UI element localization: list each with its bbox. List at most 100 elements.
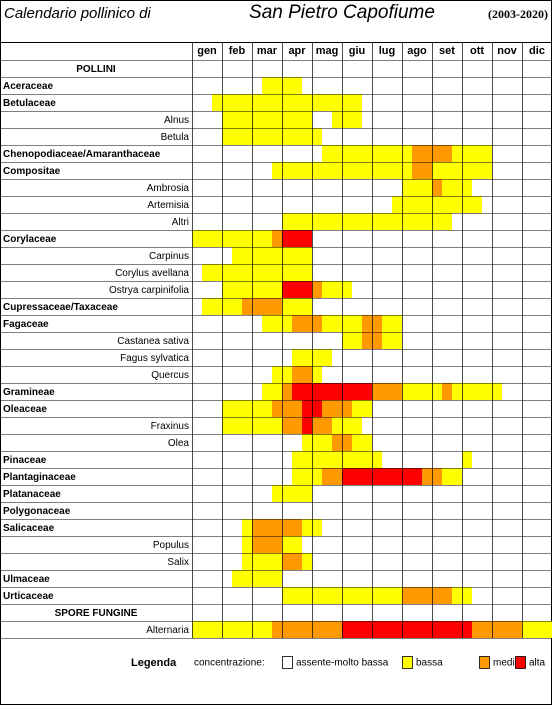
- family-label: Salicaceae: [3, 523, 55, 534]
- family-label: Cupressaceae/Taxaceae: [3, 302, 118, 313]
- legend-label: alta: [529, 658, 546, 669]
- family-label: Chenopodiaceae/Amaranthaceae: [3, 149, 161, 160]
- pollen-cell: [412, 145, 452, 162]
- species-label: Alternaria: [146, 625, 189, 636]
- family-label: Compositae: [3, 166, 61, 177]
- family-label: Fagaceae: [3, 319, 49, 330]
- pollen-cell: [282, 281, 312, 298]
- species-label: Quercus: [151, 370, 189, 381]
- pollen-cell: [342, 621, 472, 638]
- month-label: nov: [497, 45, 517, 57]
- pollen-cell: [292, 366, 312, 383]
- pollen-cell: [202, 298, 242, 315]
- species-label: Ostrya carpinifolia: [109, 285, 189, 296]
- month-label: gen: [197, 45, 217, 57]
- month-label: apr: [288, 45, 306, 57]
- pollen-cell: [292, 383, 372, 400]
- pollen-cell: [402, 383, 442, 400]
- pollen-cell: [332, 111, 362, 128]
- pollen-cell: [342, 332, 362, 349]
- family-label: Betulaceae: [3, 98, 56, 109]
- pollen-cell: [312, 281, 322, 298]
- pollen-cell: [272, 366, 292, 383]
- legend-swatch: [479, 656, 490, 669]
- month-label: set: [439, 45, 455, 57]
- pollen-cell: [262, 77, 302, 94]
- pollen-cell: [242, 536, 252, 553]
- pollen-cell: [322, 145, 412, 162]
- pollen-cell: [272, 400, 302, 417]
- pollen-cell: [352, 400, 372, 417]
- pollen-cell: [372, 383, 402, 400]
- pollen-cell: [452, 587, 472, 604]
- pollen-cell: [342, 468, 422, 485]
- pollen-cell: [472, 621, 522, 638]
- pollen-cell: [282, 298, 312, 315]
- species-label: Olea: [168, 438, 190, 449]
- pollen-cell: [262, 315, 292, 332]
- legend-swatch: [282, 656, 293, 669]
- month-label: mar: [257, 45, 278, 57]
- legend-label: media: [493, 658, 521, 669]
- pollen-cell: [222, 281, 282, 298]
- pollen-cell: [282, 587, 402, 604]
- family-label: Urticaceae: [3, 591, 54, 602]
- pollen-cell: [302, 417, 312, 434]
- legend-title: Legenda: [131, 657, 177, 669]
- month-label: giu: [349, 45, 366, 57]
- species-label: Castanea sativa: [117, 336, 189, 347]
- pollen-cell: [302, 553, 312, 570]
- pollen-cell: [362, 315, 382, 332]
- species-label: Corylus avellana: [115, 268, 189, 279]
- legend-label: assente-molto bassa: [296, 658, 389, 669]
- pollen-cell: [352, 434, 372, 451]
- pollen-cell: [292, 349, 332, 366]
- species-label: Carpinus: [149, 251, 189, 262]
- pollen-cell: [432, 162, 492, 179]
- species-label: Alnus: [164, 115, 189, 126]
- family-label: Platanaceae: [3, 489, 61, 500]
- pollen-cell: [392, 196, 482, 213]
- pollen-cell: [242, 553, 282, 570]
- pollen-cell: [272, 621, 342, 638]
- pollen-cell: [362, 332, 382, 349]
- month-label: ago: [407, 45, 427, 57]
- month-label: lug: [379, 45, 396, 57]
- pollen-cell: [252, 519, 302, 536]
- section-label: SPORE FUNGINE: [55, 608, 138, 619]
- pollen-cell: [422, 468, 442, 485]
- section-label: POLLINI: [76, 64, 116, 75]
- pollen-cell: [332, 434, 352, 451]
- month-label: mag: [316, 45, 339, 57]
- month-label: ott: [470, 45, 484, 57]
- species-label: Altri: [172, 217, 189, 228]
- pollen-cell: [322, 468, 342, 485]
- pollen-cell: [232, 247, 312, 264]
- pollen-cell: [282, 383, 292, 400]
- pollen-cell: [322, 281, 352, 298]
- pollen-cell: [302, 400, 322, 417]
- pollen-cell: [302, 434, 332, 451]
- pollen-cell: [302, 519, 322, 536]
- species-label: Betula: [161, 132, 190, 143]
- family-label: Pinaceae: [3, 455, 47, 466]
- pollen-cell: [222, 128, 322, 145]
- pollen-cell: [242, 298, 282, 315]
- period: (2003-2020): [488, 7, 548, 21]
- pollen-cell: [452, 145, 492, 162]
- pollen-cell: [322, 400, 352, 417]
- species-label: Salix: [167, 557, 189, 568]
- pollen-cell: [292, 468, 322, 485]
- pollen-cell: [212, 94, 362, 111]
- pollen-cell: [382, 332, 402, 349]
- pollen-cell: [282, 213, 452, 230]
- pollen-cell: [412, 162, 432, 179]
- pollen-cell: [442, 383, 452, 400]
- family-label: Gramineae: [3, 387, 55, 398]
- family-label: Oleaceae: [3, 404, 47, 415]
- pollen-cell: [292, 451, 382, 468]
- pollen-cell: [282, 553, 302, 570]
- family-label: Polygonaceae: [3, 506, 71, 517]
- subtitle: Calendario pollinico di: [4, 5, 151, 22]
